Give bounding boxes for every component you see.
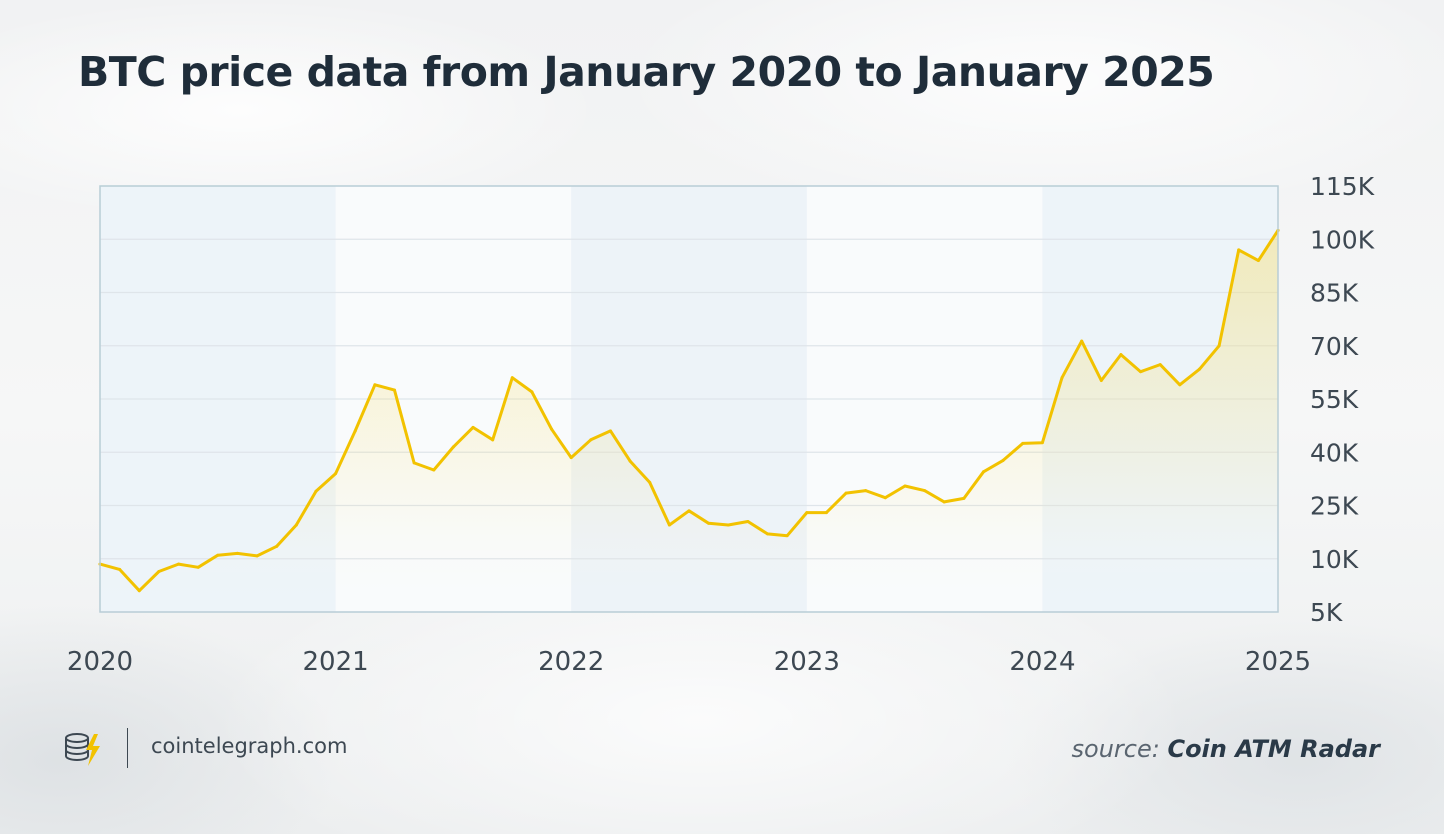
price-point: [805, 511, 809, 515]
price-point: [707, 521, 711, 525]
plot-frame: [99, 185, 1279, 613]
price-point: [137, 589, 141, 593]
x-tick-label: 2025: [1245, 647, 1311, 677]
price-point: [608, 429, 612, 433]
footer-divider: [127, 728, 128, 768]
price-point: [942, 500, 946, 504]
price-point: [766, 532, 770, 536]
price-point: [1099, 379, 1103, 383]
price-point: [982, 470, 985, 474]
price-point: [785, 534, 789, 538]
price-point: [746, 519, 750, 523]
source-label: source:: [1071, 735, 1160, 763]
price-point: [550, 427, 554, 431]
y-tick-label: 85K: [1310, 279, 1359, 308]
x-axis: 2020 2021 2022 2023 2024 2025: [67, 647, 1311, 677]
y-tick-label: 5K: [1310, 598, 1343, 627]
price-point: [157, 570, 161, 574]
y-tick-label: 115K: [1310, 172, 1375, 201]
price-point: [491, 438, 495, 442]
price-point: [196, 565, 200, 569]
price-point: [373, 383, 377, 387]
price-point: [471, 425, 475, 429]
price-point: [393, 388, 396, 392]
y-tick-label: 70K: [1310, 332, 1359, 361]
y-tick-label: 25K: [1310, 492, 1359, 521]
price-point: [962, 496, 966, 500]
price-point: [451, 445, 455, 449]
price-point: [1237, 248, 1241, 252]
price-point: [667, 523, 671, 527]
price-point: [844, 491, 848, 495]
price-point: [1001, 458, 1005, 462]
source-name: Coin ATM Radar: [1167, 735, 1380, 763]
price-points: [98, 228, 1280, 593]
price-point: [1080, 339, 1084, 343]
price-point: [118, 567, 122, 571]
x-tick-label: 2023: [774, 647, 840, 677]
price-point: [314, 489, 318, 493]
price-point: [864, 489, 868, 493]
price-point: [510, 376, 514, 380]
price-point: [1197, 367, 1201, 371]
price-point: [432, 468, 436, 472]
price-point: [1217, 344, 1221, 348]
price-point: [824, 511, 828, 515]
price-point: [275, 544, 279, 548]
price-point: [294, 523, 298, 527]
footer-source: source: Coin ATM Radar: [1072, 735, 1381, 763]
cointelegraph-logo-icon: [65, 733, 100, 766]
price-point: [569, 456, 573, 460]
price-point: [1021, 441, 1025, 445]
price-point: [628, 459, 632, 463]
x-tick-label: 2021: [303, 647, 369, 677]
price-point: [1040, 441, 1044, 445]
price-point: [255, 554, 259, 558]
x-tick-label: 2024: [1009, 647, 1075, 677]
price-point: [216, 553, 220, 557]
price-point: [1119, 353, 1123, 357]
price-point: [1256, 259, 1260, 263]
price-point: [530, 390, 534, 394]
price-point: [923, 489, 927, 493]
y-tick-label: 10K: [1310, 545, 1359, 574]
y-tick-label: 55K: [1310, 385, 1359, 414]
price-point: [1178, 383, 1182, 387]
price-point: [235, 551, 239, 555]
price-point: [1060, 376, 1064, 380]
price-point: [903, 484, 907, 488]
price-area-fill: [100, 230, 1278, 612]
price-point: [353, 429, 357, 433]
price-point: [334, 472, 338, 476]
price-point: [883, 496, 887, 500]
y-tick-label: 100K: [1310, 225, 1375, 254]
footer-site-link[interactable]: cointelegraph.com: [151, 734, 348, 758]
price-point: [726, 523, 730, 527]
price-point: [589, 438, 593, 442]
price-point: [1158, 363, 1162, 367]
y-axis: 115K 100K 85K 70K 55K 40K 25K 10K 5K: [1310, 172, 1375, 627]
x-tick-label: 2022: [538, 647, 604, 677]
y-tick-label: 40K: [1310, 438, 1359, 467]
chart-title: BTC price data from January 2020 to Janu…: [78, 48, 1215, 96]
price-point: [412, 461, 416, 465]
price-point: [177, 562, 181, 566]
x-tick-label: 2020: [67, 647, 133, 677]
price-point: [687, 509, 691, 513]
price-point: [1139, 370, 1143, 374]
price-point: [648, 480, 652, 484]
